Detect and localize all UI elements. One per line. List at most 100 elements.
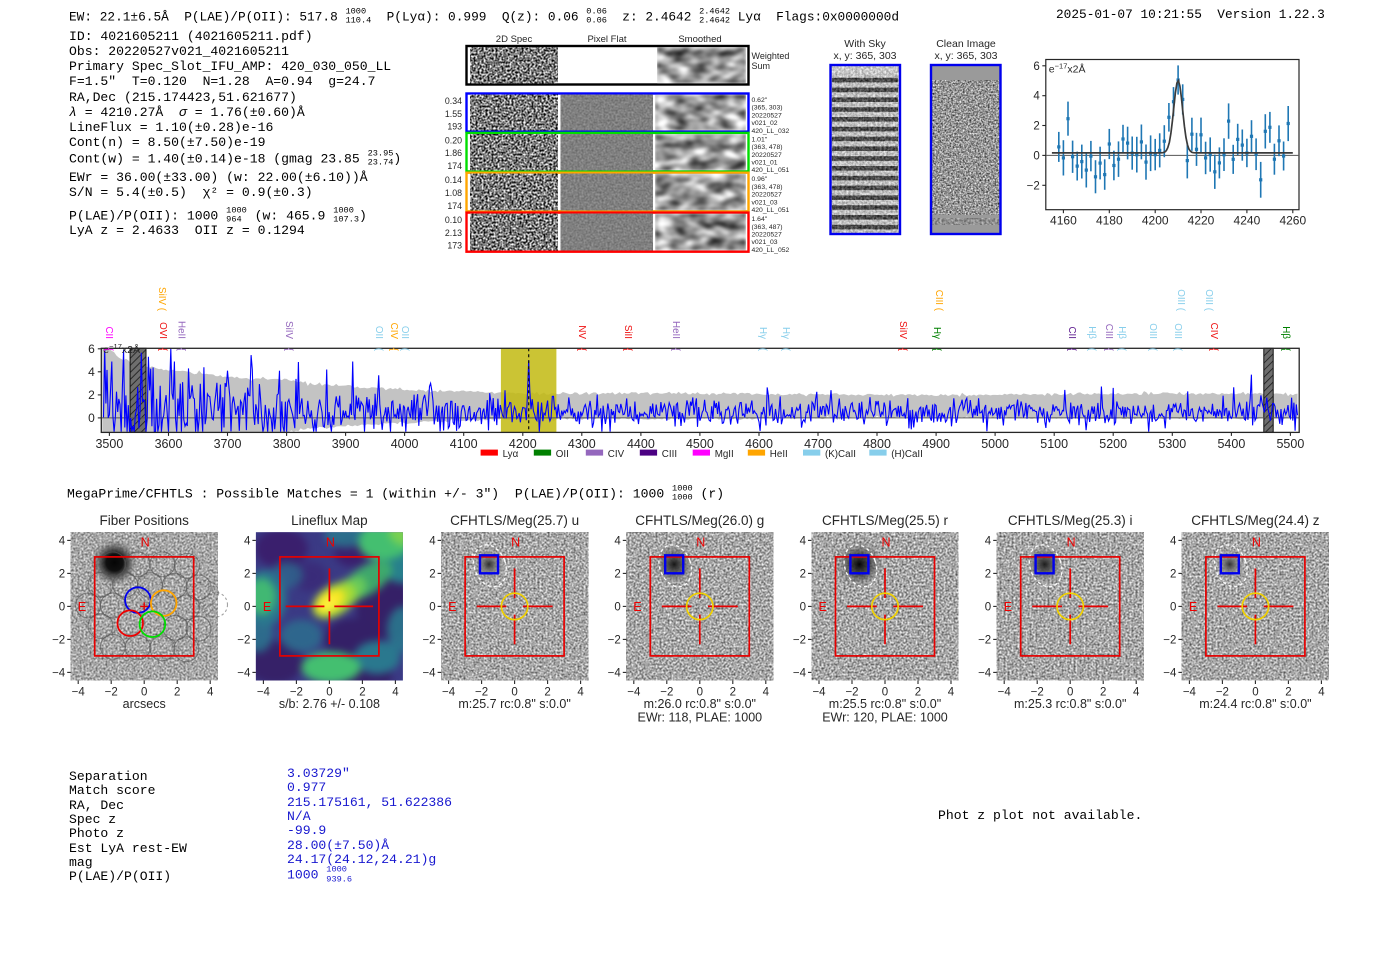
svg-text:(: ( [1147,348,1158,352]
svg-text:2: 2 [174,687,180,699]
svg-text:2: 2 [800,568,806,580]
svg-text:HeII: HeII [770,449,788,460]
svg-text:{: { [283,348,294,352]
svg-text:Hβ: Hβ [1116,326,1127,339]
svg-text:N: N [696,536,705,550]
svg-text:5000: 5000 [981,437,1009,451]
svg-text:SiIV: SiIV [897,321,908,339]
svg-text:{: { [622,348,633,352]
svg-text:x, y: 365, 303: x, y: 365, 303 [833,50,896,62]
svg-text:5300: 5300 [1158,437,1186,451]
svg-text:−2: −2 [52,634,65,646]
svg-text:3600: 3600 [155,437,183,451]
svg-text:(: ( [1086,348,1097,352]
svg-text:2: 2 [1170,568,1176,580]
svg-text:−4: −4 [1183,687,1197,699]
svg-text:{: { [157,348,168,352]
svg-text:4: 4 [207,687,214,699]
svg-text:−4: −4 [72,687,86,699]
svg-text:2: 2 [915,687,921,699]
svg-text:5100: 5100 [1040,437,1068,451]
svg-text:2: 2 [1285,687,1291,699]
svg-text:4: 4 [244,535,251,547]
svg-text:2: 2 [429,568,435,580]
svg-text:0: 0 [697,687,703,699]
svg-text:Hβ: Hβ [1280,326,1291,339]
svg-text:4500: 4500 [686,437,714,451]
svg-text:1.86: 1.86 [445,148,462,158]
svg-text:CIV: CIV [608,449,625,460]
svg-text:4: 4 [429,535,436,547]
svg-text:{: { [670,348,681,352]
svg-text:0: 0 [244,601,250,613]
svg-text:1.55: 1.55 [445,109,462,119]
svg-text:CFHTLS/Meg(24.4) z: CFHTLS/Meg(24.4) z [1191,513,1320,528]
svg-text:−2: −2 [290,687,303,699]
svg-text:−4: −4 [627,687,641,699]
svg-text:4: 4 [763,687,770,699]
svg-text:4700: 4700 [804,437,832,451]
svg-text:0.62": 0.62" [752,97,768,104]
svg-text:2: 2 [244,568,250,580]
svg-text:{: { [103,348,114,352]
svg-text:N: N [1252,536,1261,550]
svg-text:OIII: OIII [1147,323,1158,339]
svg-text:HeII: HeII [670,321,681,339]
svg-text:m:25.3 rc:0.8" s:0.0": m:25.3 rc:0.8" s:0.0" [1014,697,1126,711]
svg-text:E: E [78,600,86,614]
svg-text:2: 2 [544,687,550,699]
svg-text:0: 0 [614,601,620,613]
svg-text:HeII: HeII [176,321,187,339]
svg-text:Hγ: Hγ [757,327,768,339]
svg-text:−2: −2 [793,634,806,646]
svg-text:{: { [931,348,942,352]
svg-text:3900: 3900 [332,437,360,451]
svg-text:Smoothed: Smoothed [678,34,721,45]
svg-text:4220: 4220 [1188,214,1215,228]
svg-text:−4: −4 [978,667,992,679]
svg-text:(: ( [780,348,791,352]
svg-text:−4: −4 [998,687,1012,699]
svg-text:1.01": 1.01" [752,136,768,143]
svg-text:(K)CaII: (K)CaII [825,449,856,460]
svg-text:0.10: 0.10 [445,215,462,225]
svg-text:0: 0 [985,601,991,613]
svg-text:−2: −2 [978,634,991,646]
svg-text:0: 0 [59,601,65,613]
svg-text:CIV: CIV [388,323,399,340]
svg-text:−4: −4 [257,687,271,699]
svg-text:4160: 4160 [1050,214,1077,228]
svg-text:4: 4 [88,365,95,379]
svg-text:4: 4 [614,535,621,547]
svg-text:x, y: 365, 303: x, y: 365, 303 [934,50,997,62]
svg-text:0: 0 [141,687,147,699]
svg-text:420_LL_052: 420_LL_052 [752,247,790,254]
svg-text:20220527: 20220527 [752,152,782,159]
svg-text:1.08: 1.08 [445,188,462,198]
svg-text:2: 2 [88,388,95,402]
svg-text:2: 2 [1100,687,1106,699]
svg-text:Lineflux Map: Lineflux Map [291,513,368,528]
svg-text:{: { [1066,348,1077,352]
svg-text:6: 6 [88,342,95,356]
svg-text:CIV: CIV [1208,323,1219,340]
svg-text:2: 2 [59,568,65,580]
svg-text:OIII (: OIII ( [1175,289,1186,312]
svg-text:4: 4 [1033,91,1040,103]
svg-text:4180: 4180 [1096,214,1123,228]
svg-text:−2: −2 [105,687,118,699]
svg-text:m:25.7 rc:0.8" s:0.0": m:25.7 rc:0.8" s:0.0" [458,697,570,711]
svg-text:CFHTLS/Meg(25.3) i: CFHTLS/Meg(25.3) i [1008,513,1133,528]
svg-text:20220527: 20220527 [752,112,782,119]
svg-text:0.20: 0.20 [445,135,462,145]
svg-text:CIII: CIII [1103,324,1114,339]
svg-text:CFHTLS/Meg(25.5) r: CFHTLS/Meg(25.5) r [822,513,949,528]
svg-text:20220527: 20220527 [752,232,782,239]
svg-text:OII: OII [399,326,410,339]
svg-text:5500: 5500 [1276,437,1304,451]
svg-text:4900: 4900 [922,437,950,451]
svg-text:{: { [388,348,399,352]
svg-text:3500: 3500 [95,437,123,451]
svg-text:4000: 4000 [391,437,419,451]
svg-text:4: 4 [948,687,955,699]
